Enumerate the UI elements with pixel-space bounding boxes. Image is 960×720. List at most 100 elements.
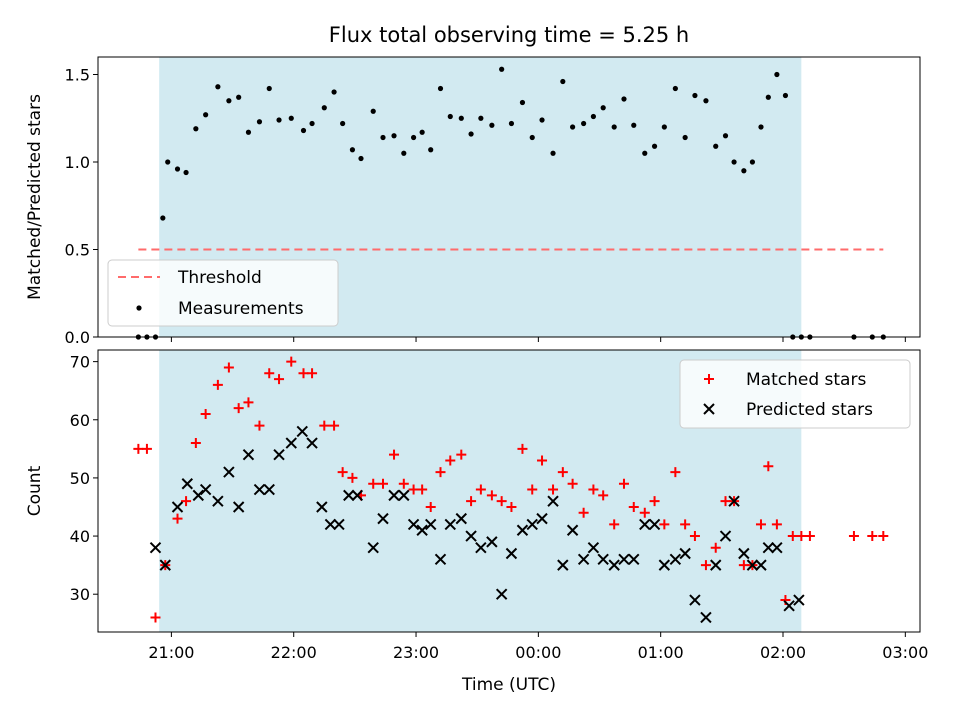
predicted-point bbox=[465, 530, 477, 542]
predicted-point bbox=[505, 547, 518, 560]
measurement-point bbox=[774, 71, 780, 78]
matched-point bbox=[274, 374, 285, 385]
predicted-point bbox=[159, 559, 171, 571]
measurement-point bbox=[560, 78, 566, 85]
matched-point bbox=[649, 496, 660, 507]
predicted-point bbox=[192, 489, 205, 502]
x-tick-label: 00:00 bbox=[515, 643, 561, 662]
matched-point bbox=[133, 443, 144, 454]
matched-point bbox=[200, 408, 211, 419]
top-y-axis-label: Matched/Predicted stars bbox=[25, 94, 45, 300]
legend-box bbox=[679, 359, 911, 429]
measurement-point bbox=[245, 129, 252, 135]
y-tick-label: 30 bbox=[70, 585, 90, 604]
predicted-point bbox=[710, 559, 722, 571]
legend-predicted-label: Predicted stars bbox=[746, 400, 873, 420]
measurement-point bbox=[539, 117, 545, 123]
matched-point bbox=[787, 531, 798, 542]
measurement-point bbox=[703, 98, 709, 104]
matched-point bbox=[628, 501, 639, 512]
predicted-point bbox=[181, 478, 194, 490]
measurement-point bbox=[410, 134, 417, 141]
measurement-point bbox=[570, 124, 576, 130]
matched-point bbox=[738, 560, 749, 571]
predicted-point bbox=[444, 518, 456, 531]
y-tick-label: 50 bbox=[70, 469, 90, 488]
matched-point bbox=[517, 443, 528, 454]
x-tick-label: 23:00 bbox=[393, 643, 439, 662]
measurement-point bbox=[722, 133, 729, 139]
predicted-point bbox=[486, 536, 498, 548]
legend-measurement-swatch bbox=[136, 305, 142, 311]
predicted-point bbox=[526, 518, 538, 531]
measurement-point bbox=[276, 117, 282, 123]
measurement-point bbox=[321, 105, 327, 111]
matched-point bbox=[527, 484, 538, 495]
matched-point bbox=[389, 449, 400, 460]
measurement-point bbox=[215, 84, 221, 90]
bottom-legend: Matched stars Predicted stars bbox=[679, 359, 911, 429]
predicted-point bbox=[516, 524, 529, 536]
predicted-point bbox=[547, 495, 559, 507]
matched-point bbox=[445, 455, 456, 466]
predicted-point bbox=[793, 594, 805, 606]
top-panel: 0.0 0.5 1.0 1.5 Matched/Predicted stars Thres… bbox=[25, 56, 921, 347]
predicted-point bbox=[306, 437, 318, 449]
matched-point bbox=[475, 484, 486, 495]
measurement-point bbox=[661, 124, 667, 130]
y-tick-label: 1.0 bbox=[65, 153, 90, 172]
predicted-point bbox=[455, 512, 468, 525]
predicted-point bbox=[648, 518, 661, 531]
predicted-point bbox=[434, 553, 447, 566]
measurement-point bbox=[288, 115, 294, 121]
measurement-point bbox=[550, 150, 556, 156]
matched-point bbox=[286, 356, 297, 367]
predicted-point bbox=[212, 495, 224, 507]
matched-point bbox=[264, 368, 275, 379]
measurement-point bbox=[193, 126, 199, 132]
measurement-point bbox=[765, 94, 771, 100]
measurement-point bbox=[529, 134, 535, 141]
x-tick-label: 03:00 bbox=[882, 643, 928, 662]
matched-point bbox=[680, 519, 691, 530]
matched-point bbox=[588, 484, 599, 495]
matched-point bbox=[425, 501, 436, 512]
measurement-point bbox=[600, 105, 606, 111]
matched-stars-series bbox=[133, 356, 889, 623]
matched-point bbox=[848, 531, 859, 542]
measurement-point bbox=[590, 113, 597, 120]
measurement-point bbox=[203, 112, 209, 118]
measurement-point bbox=[309, 120, 315, 127]
matched-point bbox=[537, 455, 548, 466]
measurement-point bbox=[611, 124, 617, 130]
matched-point bbox=[763, 461, 774, 472]
predicted-point bbox=[700, 611, 712, 624]
matched-point bbox=[141, 443, 152, 454]
matched-point bbox=[710, 542, 721, 553]
measurement-point bbox=[478, 115, 484, 121]
measurement-point bbox=[391, 133, 397, 139]
top-axes-frame bbox=[97, 56, 921, 338]
measurement-point bbox=[489, 122, 495, 128]
matched-point bbox=[720, 496, 731, 507]
measurement-point bbox=[183, 169, 189, 176]
matched-point bbox=[298, 368, 309, 379]
matched-point bbox=[212, 379, 223, 390]
predicted-point bbox=[253, 483, 266, 496]
measurement-point bbox=[380, 134, 386, 141]
predicted-point bbox=[639, 518, 651, 531]
measurement-point bbox=[419, 129, 425, 135]
bottom-axes-frame bbox=[97, 349, 921, 633]
measurement-point bbox=[165, 159, 171, 165]
predicted-point bbox=[587, 541, 600, 554]
y-tick-label: 40 bbox=[70, 527, 90, 546]
predicted-point bbox=[755, 559, 767, 571]
matched-point bbox=[337, 467, 348, 478]
predicted-point bbox=[719, 530, 732, 542]
predicted-point bbox=[689, 594, 701, 606]
predicted-point bbox=[475, 541, 487, 554]
measurement-point bbox=[741, 168, 747, 174]
matched-point bbox=[796, 531, 807, 542]
matched-point bbox=[408, 484, 419, 495]
measurement-point bbox=[428, 147, 434, 153]
